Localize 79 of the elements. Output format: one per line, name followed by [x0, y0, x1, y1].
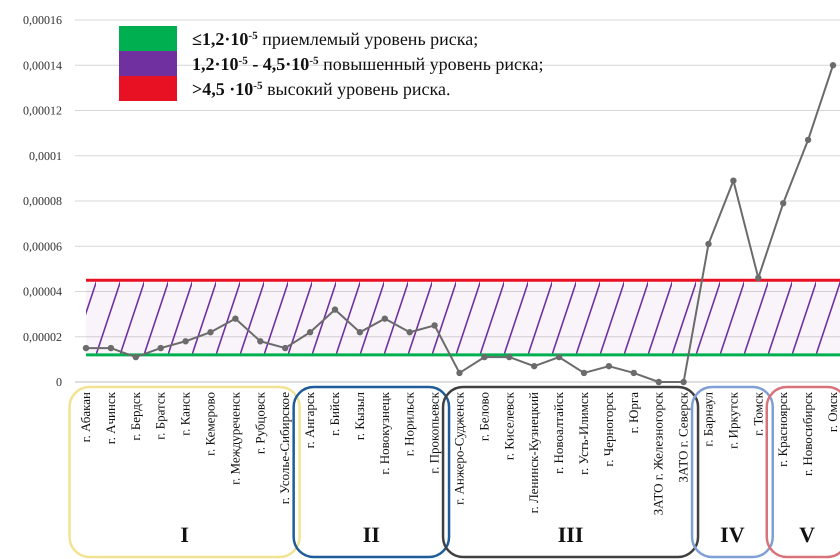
x-tick-label: г. Ангарск: [302, 391, 318, 448]
x-tick-label: г. Норильск: [402, 391, 417, 456]
point: [182, 338, 189, 344]
point: [481, 354, 488, 360]
text: IV: [720, 522, 745, 547]
x-tick-label: г. Томск: [750, 391, 766, 436]
text: I: [180, 522, 189, 547]
y-tick-label: 0: [56, 375, 62, 389]
y-tick-label: 0,00014: [23, 58, 62, 72]
point: [506, 354, 512, 360]
point: [456, 370, 463, 376]
point: [830, 62, 836, 68]
point: [257, 338, 264, 344]
point: [82, 344, 90, 352]
x-tick-label: г. Усть-Илимск: [576, 391, 591, 475]
x-tick-label: г. Анжеро-Судженск: [452, 391, 466, 505]
point: [804, 136, 812, 144]
x-tick-label: ЗАТО г. Северск: [676, 391, 691, 483]
text: III: [558, 522, 584, 547]
y-tick-label: 0,00004: [23, 284, 62, 298]
x-tick-label: г. Междуреченск: [227, 391, 242, 485]
text: II: [362, 522, 380, 547]
legend-label: 1,2·10$^{-5}$ - 4,5·10$^{-5}$ повышенный уровень риска;: [192, 54, 544, 74]
x-tick-label: г. Братск: [152, 391, 168, 440]
point: [282, 344, 288, 352]
legend-label: ≤1,2·10$^{-5}$ приемлемый уровень риска;: [192, 29, 478, 49]
y-tick-label: 0,00006: [23, 239, 62, 254]
x-tick-label: г. Бийск: [327, 391, 342, 436]
x-tick-label: г. Киселевск: [501, 391, 516, 460]
point: [780, 200, 786, 206]
y-tick-label: 0,00008: [23, 194, 62, 208]
point: [306, 329, 314, 336]
y-tick-label: 0,00002: [23, 330, 62, 344]
x-tick-label: г. Рубцовск: [252, 391, 268, 454]
point: [356, 329, 364, 336]
y-tick-label: 0,00012: [23, 104, 62, 118]
point: [580, 370, 588, 376]
x-tick-label: г. Омск: [825, 391, 840, 432]
x-tick-label: г. Белово: [476, 392, 492, 442]
point: [730, 177, 737, 184]
point: [158, 344, 164, 352]
x-tick-label: г. Канск: [178, 391, 193, 436]
point: [132, 354, 139, 360]
x-tick-label: г. Прокопьевск: [426, 391, 442, 474]
point: [332, 306, 338, 313]
point: [556, 354, 562, 360]
x-tick-label: г. Бердск: [128, 391, 143, 441]
x-tick-label: г. Усолье-Сибирское: [277, 392, 292, 504]
x-tick-label: г. Новокузнецк: [376, 391, 392, 475]
point: [406, 329, 413, 336]
point: [232, 315, 239, 322]
x-tick-label: г. Юрга: [626, 392, 641, 434]
x-tick-label: г. Красноярск: [775, 391, 790, 467]
x-tick-label: г. Иркутск: [725, 391, 740, 449]
point: [755, 274, 762, 282]
point: [207, 329, 214, 336]
x-tick-label: г. Черногорск: [600, 391, 616, 467]
point: [531, 362, 538, 370]
x-tick-label: г. Кемерово: [202, 392, 218, 456]
y-tick-label: 0,0001: [29, 148, 62, 163]
x-tick-label: г. Новоалтайск: [551, 391, 566, 474]
text: V: [799, 522, 816, 547]
x-tick-label: г. Барнаул: [700, 392, 716, 447]
y-tick-label: 0,00016: [23, 13, 62, 27]
point: [705, 240, 712, 248]
x-tick-label: ЗАТО г. Железногорск: [650, 391, 666, 516]
point: [382, 315, 388, 322]
point: [680, 378, 687, 386]
point: [606, 362, 612, 370]
x-tick-label: г. Ачинск: [102, 391, 118, 444]
point: [630, 370, 637, 376]
point: [656, 378, 662, 386]
legend-label: >4,5 ·10$^{-5}$ высокий уровень риска.: [192, 79, 450, 99]
x-tick-label: г. Кызыл: [352, 392, 367, 440]
point: [108, 344, 114, 352]
x-tick-label: г. Ленинск-Кузнецкий: [526, 392, 542, 514]
x-tick-label: г. Абакан: [78, 392, 93, 442]
x-tick-label: г. Новосибирск: [800, 391, 816, 476]
point: [431, 322, 438, 329]
